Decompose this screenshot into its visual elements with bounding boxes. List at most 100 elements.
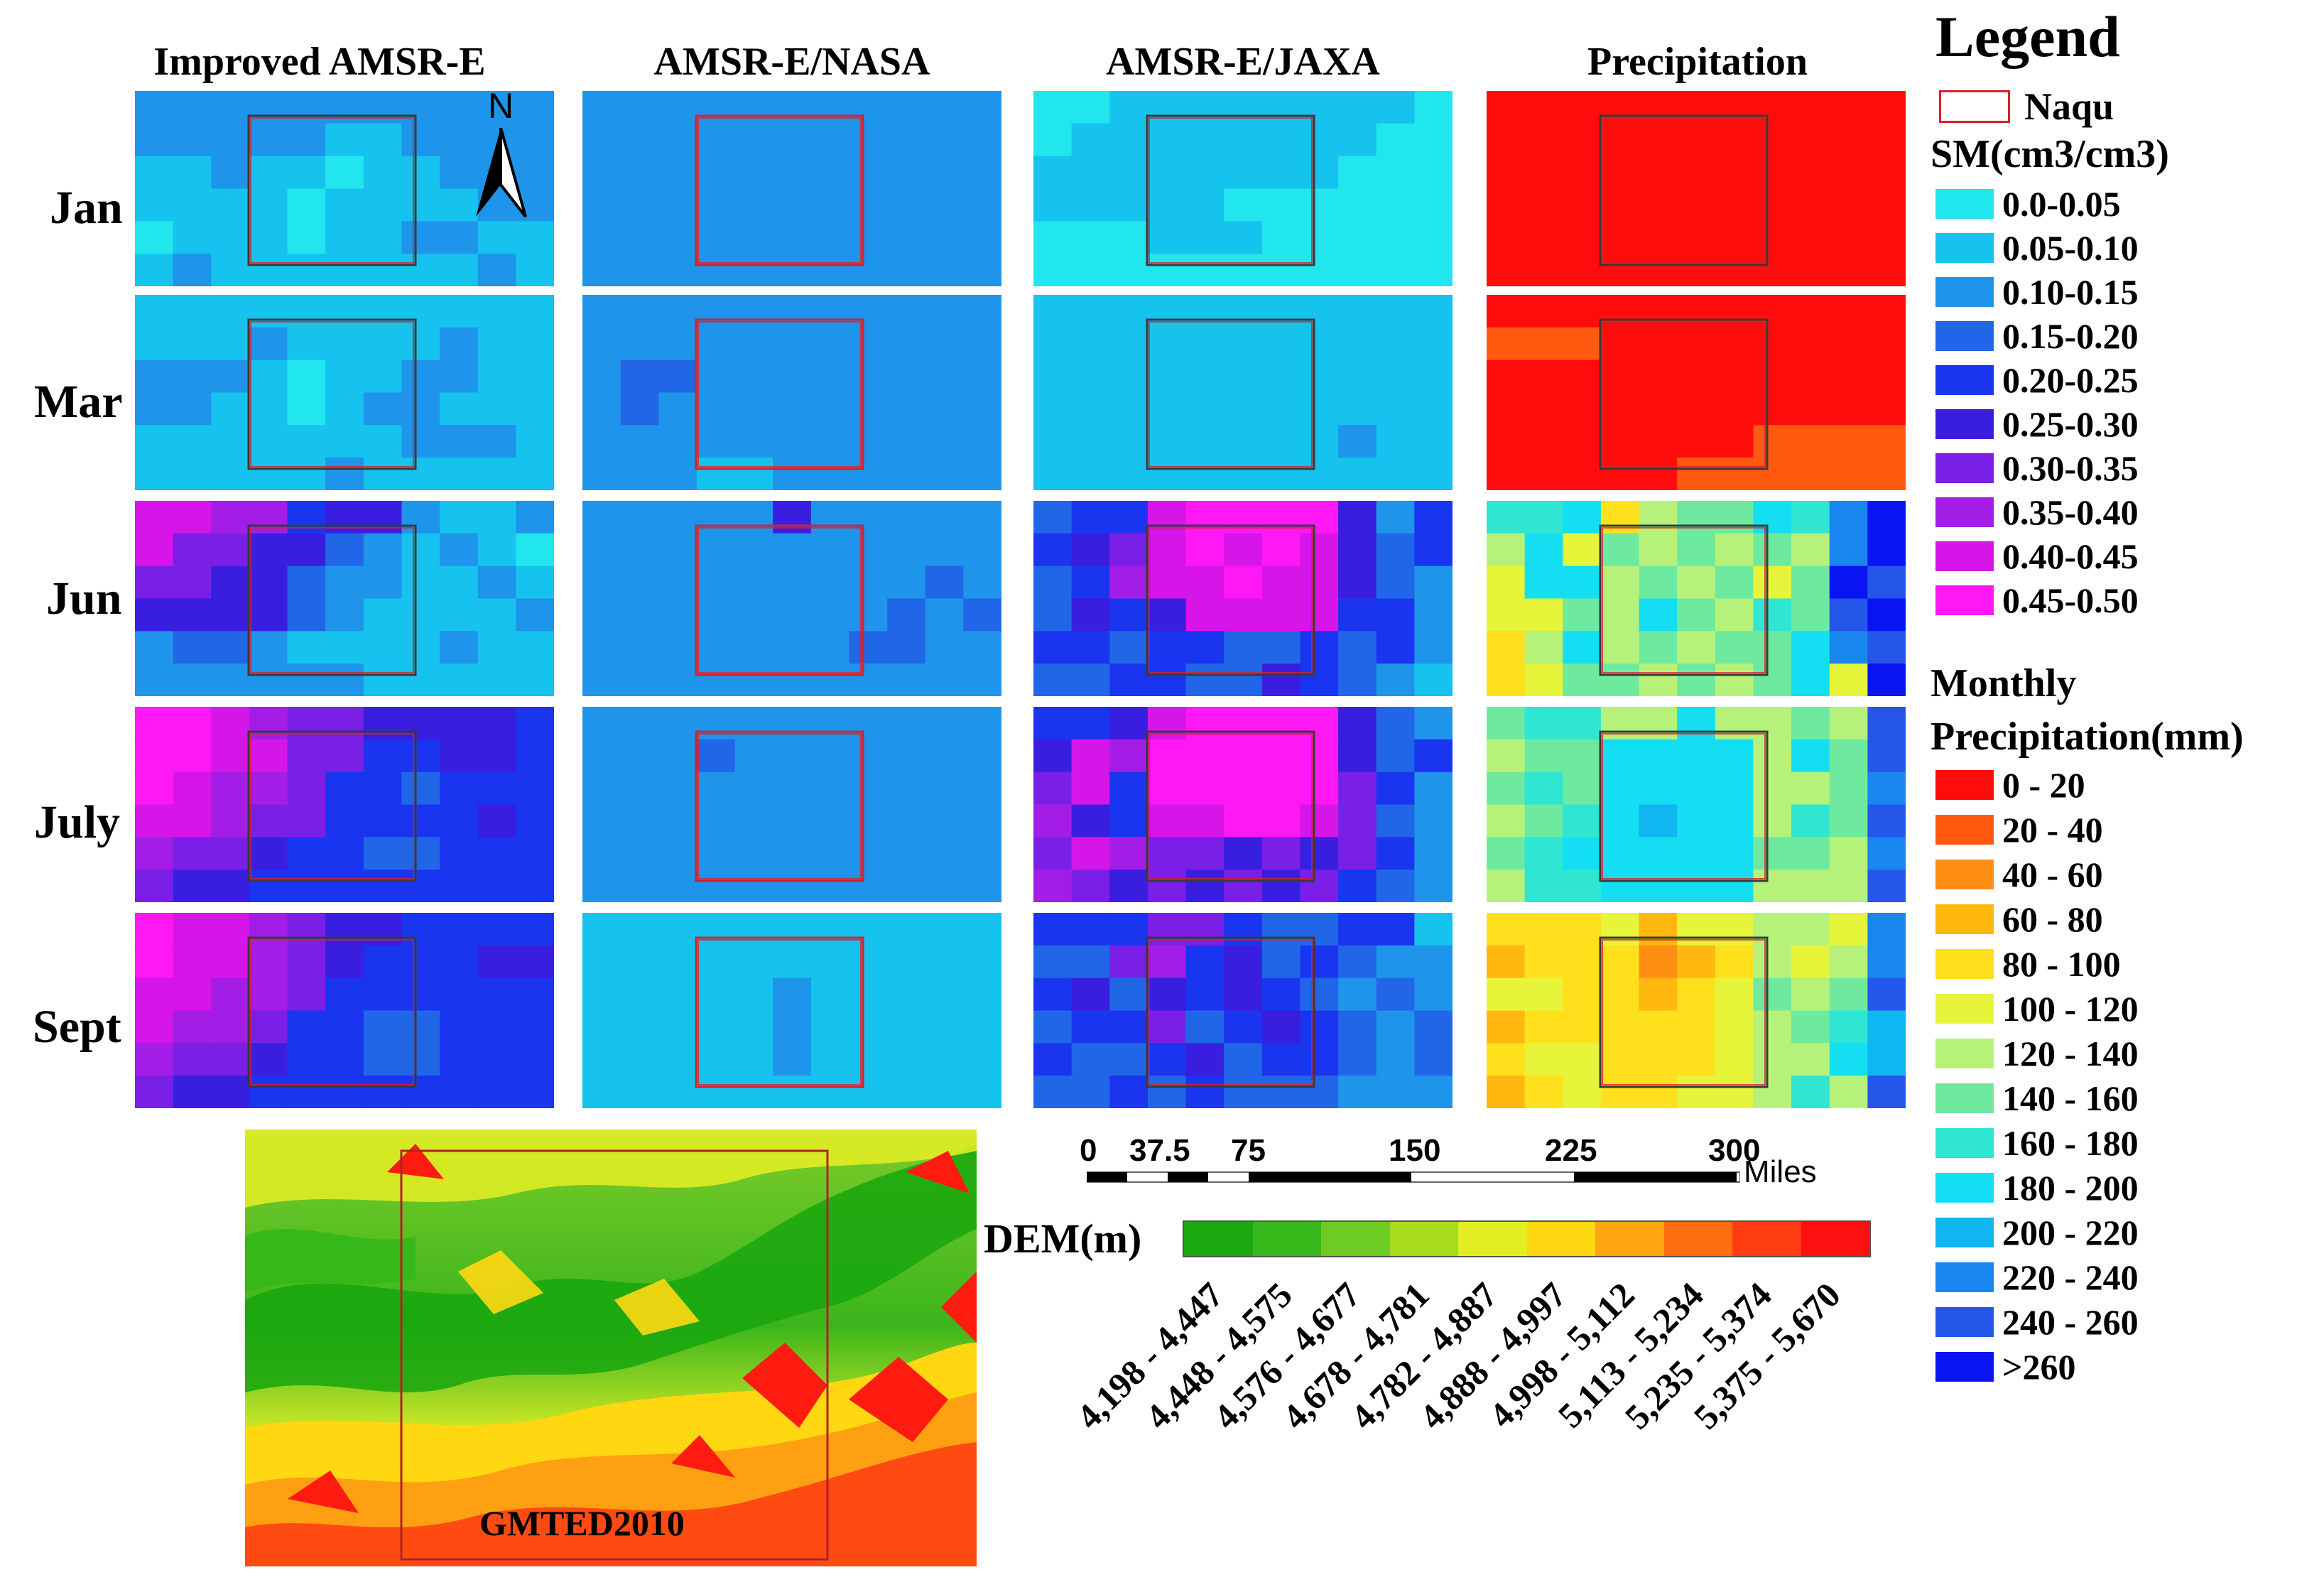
naqu-boundary	[1146, 318, 1315, 470]
map-cell	[1715, 295, 1754, 328]
map-cell	[1109, 870, 1149, 902]
map-cell	[1753, 804, 1792, 838]
map-cell	[173, 598, 212, 632]
map-cell	[810, 913, 850, 946]
map-cell	[963, 156, 1001, 190]
map-cell	[849, 392, 888, 426]
naqu-boundary	[1599, 730, 1769, 882]
map-cell	[849, 457, 888, 490]
legend-swatch	[1935, 365, 1994, 395]
map-panel-amsr-e-jaxa-jun	[1033, 501, 1452, 696]
map-cell	[658, 565, 697, 600]
map-cell	[1753, 392, 1792, 426]
map-cell	[363, 188, 403, 222]
map-cell	[1524, 123, 1563, 157]
map-cell	[1300, 565, 1339, 600]
map-cell	[1033, 91, 1073, 124]
map-cell	[363, 501, 403, 534]
legend-label: 0.45-0.50	[2002, 580, 2139, 620]
map-cell	[963, 295, 1001, 328]
scale-bar-graphic	[1087, 1171, 1740, 1183]
map-cell	[696, 221, 736, 254]
map-cell	[1524, 1076, 1563, 1108]
map-cell	[1791, 707, 1830, 740]
map-cell	[849, 598, 888, 632]
scale-tick-300: 300	[1708, 1133, 1761, 1168]
map-cell	[963, 598, 1001, 632]
map-cell	[1033, 1076, 1073, 1108]
map-cell	[1715, 945, 1754, 979]
map-cell	[849, 254, 888, 286]
legend-swatch	[1935, 1039, 1994, 1068]
map-cell	[1524, 913, 1563, 946]
map-cell	[1600, 156, 1640, 190]
map-cell	[477, 392, 516, 426]
map-panel-amsr-e-nasa-july	[582, 707, 1001, 902]
map-cell	[173, 913, 212, 946]
legend-swatch	[1935, 860, 1994, 889]
map-cell	[1524, 598, 1563, 632]
map-cell	[1867, 565, 1906, 600]
map-cell	[516, 392, 554, 426]
sm-legend-item: 0.10-0.15	[1935, 272, 2139, 312]
map-cell	[363, 870, 403, 902]
map-cell	[287, 631, 326, 664]
map-cell	[1376, 295, 1415, 328]
map-cell	[287, 1043, 326, 1076]
map-cell	[1677, 707, 1716, 740]
map-cell	[1338, 663, 1377, 696]
dem-bar-segment	[1184, 1222, 1253, 1256]
map-cell	[734, 221, 773, 254]
map-cell	[1261, 1010, 1301, 1044]
map-cell	[696, 156, 736, 190]
map-cell	[849, 837, 888, 870]
map-cell	[1338, 913, 1377, 946]
map-cell	[1109, 631, 1149, 664]
map-cell	[516, 1010, 554, 1044]
map-cell	[363, 1043, 403, 1076]
map-cell	[773, 221, 812, 254]
map-cell	[582, 870, 621, 902]
map-cell	[696, 804, 736, 838]
map-cell	[1639, 913, 1678, 946]
map-cell	[1071, 254, 1110, 286]
map-cell	[658, 156, 697, 190]
map-cell	[1033, 837, 1073, 870]
dem-map: GMTED2010	[245, 1130, 977, 1566]
map-cell	[773, 91, 812, 124]
map-cell	[1376, 739, 1415, 773]
map-cell	[1414, 156, 1452, 190]
map-cell	[1677, 254, 1716, 286]
legend-label: 0 - 20	[2002, 765, 2085, 805]
map-cell	[963, 1010, 1001, 1044]
map-cell	[1300, 188, 1339, 222]
map-cell	[1829, 457, 1868, 490]
map-cell	[1677, 837, 1716, 870]
map-cell	[887, 663, 926, 696]
map-cell	[734, 631, 773, 664]
map-cell	[734, 327, 773, 361]
map-cell	[963, 392, 1001, 426]
map-cell	[1600, 123, 1640, 157]
map-cell	[325, 707, 364, 740]
map-cell	[1300, 631, 1339, 664]
map-cell	[582, 457, 621, 490]
map-panel-precipitation-july	[1487, 707, 1906, 902]
map-cell	[173, 295, 212, 328]
map-cell	[849, 1043, 888, 1076]
map-cell	[849, 631, 888, 664]
map-cell	[516, 359, 554, 394]
map-cell	[1563, 977, 1602, 1012]
map-cell	[363, 739, 403, 773]
map-cell	[1300, 295, 1339, 328]
map-cell	[1414, 598, 1452, 632]
map-cell	[401, 707, 440, 740]
map-cell	[1414, 565, 1452, 600]
map-cell	[401, 501, 440, 534]
map-cell	[1261, 392, 1301, 426]
map-cell	[249, 1076, 288, 1108]
map-cell	[1791, 565, 1830, 600]
map-cell	[1147, 739, 1187, 773]
map-cell	[440, 631, 479, 664]
map-cell	[1867, 707, 1906, 740]
